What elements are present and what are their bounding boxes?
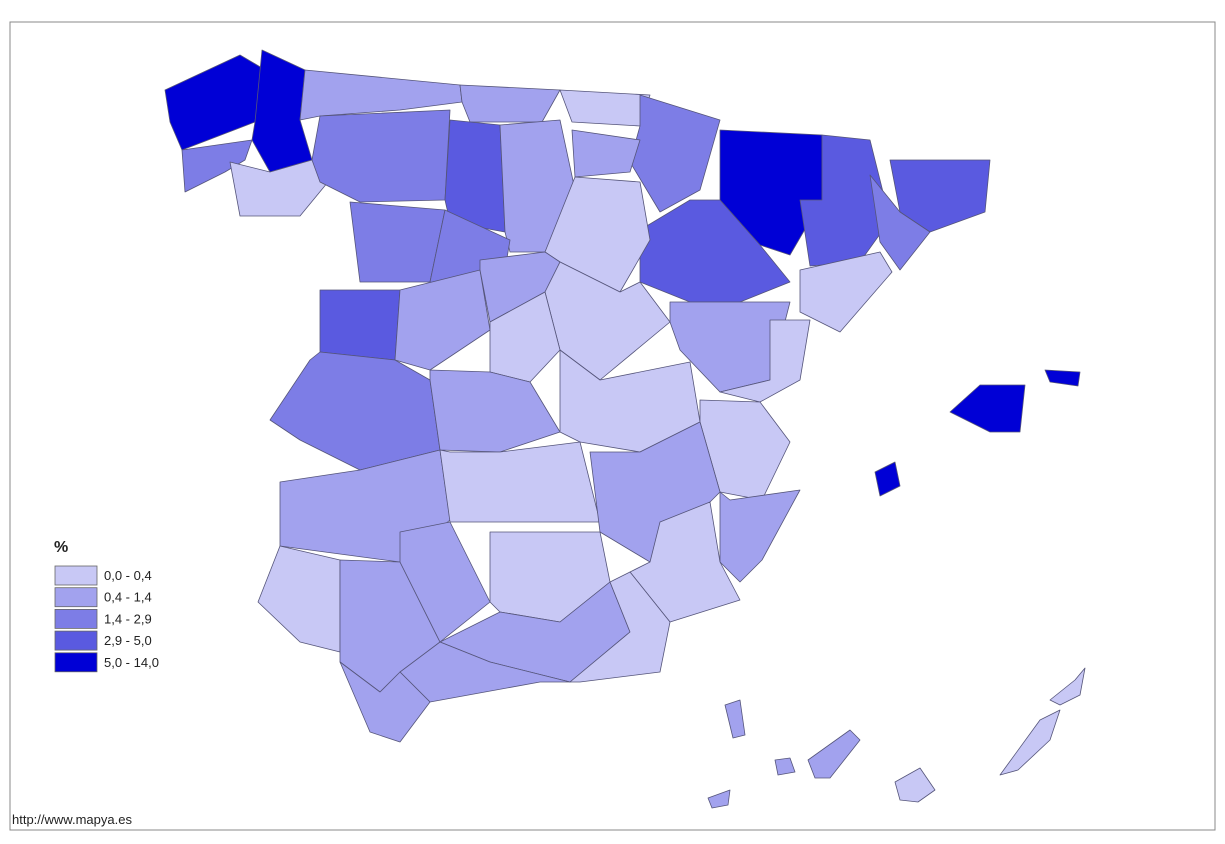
legend-swatch xyxy=(55,588,97,607)
legend-swatch xyxy=(55,653,97,672)
legend-label: 5,0 - 14,0 xyxy=(104,655,159,670)
legend-swatch xyxy=(55,631,97,650)
legend-label: 0,4 - 1,4 xyxy=(104,590,152,605)
legend-label: 0,0 - 0,4 xyxy=(104,568,152,583)
map-page: % 0,0 - 0,4 0,4 - 1,4 1,4 - 2,9 2,9 - 5,0 5,… xyxy=(0,0,1225,844)
legend-label: 1,4 - 2,9 xyxy=(104,611,152,626)
legend-swatch xyxy=(55,609,97,628)
legend-label: 2,9 - 5,0 xyxy=(104,633,152,648)
legend-title: % xyxy=(54,539,68,556)
legend-swatch xyxy=(55,566,97,585)
source-credit: http://www.mapya.es xyxy=(12,812,132,827)
